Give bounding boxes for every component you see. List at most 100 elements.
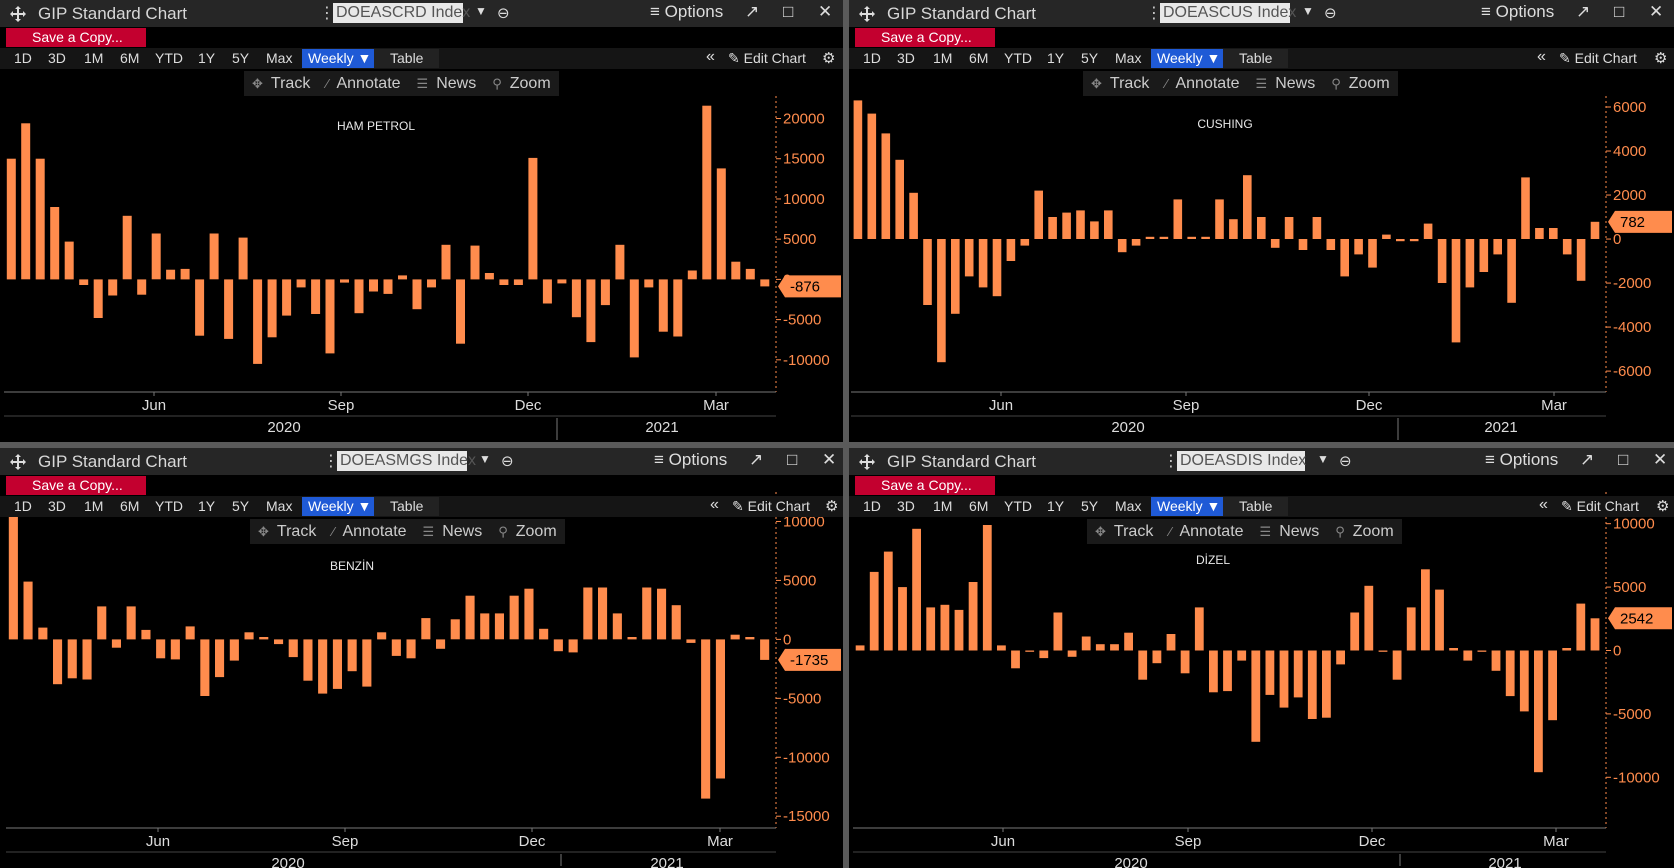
range-button-6m[interactable]: 6M xyxy=(969,498,989,514)
popout-icon[interactable]: ↗ xyxy=(749,450,764,469)
maximize-icon[interactable]: □ xyxy=(783,2,794,21)
table-button[interactable]: Table xyxy=(374,49,440,68)
options-menu[interactable]: ≡ Options xyxy=(654,450,727,470)
action-zoom[interactable]: ⚲ Zoom xyxy=(1327,519,1401,544)
range-button-1d[interactable]: 1D xyxy=(14,498,32,514)
range-button-max[interactable]: Max xyxy=(266,50,293,66)
edit-chart-button[interactable]: ✎ Edit Chart xyxy=(1561,498,1639,515)
close-icon[interactable]: ✕ xyxy=(1649,2,1664,21)
move-icon[interactable] xyxy=(859,5,875,22)
action-annotate[interactable]: ⁄ Annotate xyxy=(1161,519,1251,544)
range-button-6m[interactable]: 6M xyxy=(120,50,140,66)
kebab-icon[interactable]: ⋮ xyxy=(323,453,339,470)
gear-icon[interactable]: ⚙ xyxy=(822,50,836,67)
action-annotate[interactable]: ⁄ Annotate xyxy=(324,519,414,544)
range-button-ytd[interactable]: YTD xyxy=(1004,50,1032,66)
range-button-1m[interactable]: 1M xyxy=(933,50,953,66)
range-button-max[interactable]: Max xyxy=(1115,498,1142,514)
range-button-5y[interactable]: 5Y xyxy=(232,50,250,66)
range-button-3d[interactable]: 3D xyxy=(897,50,915,66)
move-icon[interactable] xyxy=(859,453,875,470)
action-zoom[interactable]: ⚲ Zoom xyxy=(484,71,558,96)
options-menu[interactable]: ≡ Options xyxy=(650,2,723,22)
popout-icon[interactable]: ↗ xyxy=(1580,450,1595,469)
action-track[interactable]: ✥ Track xyxy=(250,519,324,544)
frequency-dropdown[interactable]: Weekly ▼ xyxy=(302,497,378,516)
maximize-icon[interactable]: □ xyxy=(787,450,798,469)
ticker-dropdown-icon[interactable]: ▼ xyxy=(475,4,487,18)
gear-icon[interactable]: ⚙ xyxy=(825,498,839,515)
range-button-5y[interactable]: 5Y xyxy=(1081,50,1099,66)
range-button-5y[interactable]: 5Y xyxy=(232,498,250,514)
kebab-icon[interactable]: ⋮ xyxy=(1163,453,1179,470)
range-button-1m[interactable]: 1M xyxy=(933,498,953,514)
popout-icon[interactable]: ↗ xyxy=(745,2,760,21)
table-button[interactable]: Table xyxy=(374,497,440,516)
ticker-dropdown-icon[interactable]: ▼ xyxy=(479,452,491,466)
range-button-1m[interactable]: 1M xyxy=(84,498,104,514)
save-copy-button[interactable]: Save a Copy... xyxy=(6,476,146,495)
action-annotate[interactable]: ⁄ Annotate xyxy=(318,71,408,96)
range-button-ytd[interactable]: YTD xyxy=(1004,498,1032,514)
ticker-input[interactable]: DOEASCUS Index xyxy=(1160,3,1296,23)
link-icon[interactable]: ⊖ xyxy=(1339,453,1352,470)
collapse-icon[interactable]: « xyxy=(706,48,715,65)
ticker-dropdown-icon[interactable]: ▼ xyxy=(1317,452,1329,466)
frequency-dropdown[interactable]: Weekly ▼ xyxy=(1151,49,1227,68)
kebab-icon[interactable]: ⋮ xyxy=(1146,5,1162,22)
range-button-6m[interactable]: 6M xyxy=(120,498,140,514)
save-copy-button[interactable]: Save a Copy... xyxy=(855,476,995,495)
table-button[interactable]: Table xyxy=(1223,49,1289,68)
ticker-input[interactable]: DOEASCRD Index xyxy=(333,3,470,23)
action-zoom[interactable]: ⚲ Zoom xyxy=(1323,71,1397,96)
action-news[interactable]: ☰ News xyxy=(415,519,491,544)
edit-chart-button[interactable]: ✎ Edit Chart xyxy=(728,50,806,67)
link-icon[interactable]: ⊖ xyxy=(497,5,510,22)
options-menu[interactable]: ≡ Options xyxy=(1481,2,1554,22)
action-annotate[interactable]: ⁄ Annotate xyxy=(1157,71,1247,96)
close-icon[interactable]: ✕ xyxy=(1653,450,1668,469)
save-copy-button[interactable]: Save a Copy... xyxy=(6,28,146,47)
action-news[interactable]: ☰ News xyxy=(1252,519,1328,544)
gear-icon[interactable]: ⚙ xyxy=(1654,50,1668,67)
maximize-icon[interactable]: □ xyxy=(1618,450,1629,469)
range-button-3d[interactable]: 3D xyxy=(897,498,915,514)
link-icon[interactable]: ⊖ xyxy=(1324,5,1337,22)
range-button-3d[interactable]: 3D xyxy=(48,498,66,514)
range-button-max[interactable]: Max xyxy=(266,498,293,514)
frequency-dropdown[interactable]: Weekly ▼ xyxy=(1151,497,1227,516)
action-news[interactable]: ☰ News xyxy=(1248,71,1324,96)
close-icon[interactable]: ✕ xyxy=(822,450,837,469)
save-copy-button[interactable]: Save a Copy... xyxy=(855,28,995,47)
collapse-icon[interactable]: « xyxy=(710,496,719,513)
frequency-dropdown[interactable]: Weekly ▼ xyxy=(302,49,378,68)
ticker-dropdown-icon[interactable]: ▼ xyxy=(1302,4,1314,18)
range-button-1d[interactable]: 1D xyxy=(14,50,32,66)
ticker-input[interactable]: DOEASDIS Index xyxy=(1177,451,1306,471)
range-button-1y[interactable]: 1Y xyxy=(1047,498,1065,514)
action-zoom[interactable]: ⚲ Zoom xyxy=(490,519,564,544)
range-button-ytd[interactable]: YTD xyxy=(155,50,183,66)
range-button-1y[interactable]: 1Y xyxy=(198,50,216,66)
gear-icon[interactable]: ⚙ xyxy=(1656,498,1670,515)
range-button-max[interactable]: Max xyxy=(1115,50,1142,66)
range-button-6m[interactable]: 6M xyxy=(969,50,989,66)
options-menu[interactable]: ≡ Options xyxy=(1485,450,1558,470)
action-track[interactable]: ✥ Track xyxy=(1087,519,1161,544)
collapse-icon[interactable]: « xyxy=(1537,48,1546,65)
edit-chart-button[interactable]: ✎ Edit Chart xyxy=(1559,50,1637,67)
action-track[interactable]: ✥ Track xyxy=(244,71,318,96)
table-button[interactable]: Table xyxy=(1223,497,1289,516)
action-track[interactable]: ✥ Track xyxy=(1083,71,1157,96)
action-news[interactable]: ☰ News xyxy=(409,71,485,96)
range-button-5y[interactable]: 5Y xyxy=(1081,498,1099,514)
range-button-1y[interactable]: 1Y xyxy=(1047,50,1065,66)
range-button-1d[interactable]: 1D xyxy=(863,498,881,514)
move-icon[interactable] xyxy=(10,453,26,470)
range-button-1y[interactable]: 1Y xyxy=(198,498,216,514)
move-icon[interactable] xyxy=(10,5,26,22)
kebab-icon[interactable]: ⋮ xyxy=(319,5,335,22)
ticker-input[interactable]: DOEASMGS Index xyxy=(337,451,476,471)
close-icon[interactable]: ✕ xyxy=(818,2,833,21)
edit-chart-button[interactable]: ✎ Edit Chart xyxy=(732,498,810,515)
